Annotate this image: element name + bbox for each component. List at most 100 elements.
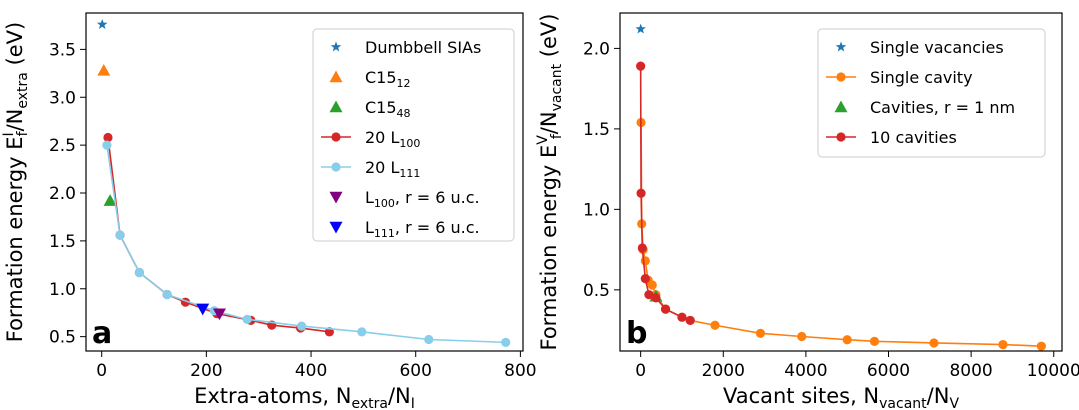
legend-label: 20 L111 <box>365 158 420 180</box>
series-c15_12 <box>97 63 111 76</box>
data-point-single_vac <box>635 23 646 34</box>
data-point-single_cavity <box>755 328 766 338</box>
data-point-l111 <box>357 327 367 337</box>
data-point-single_cavity <box>929 338 939 348</box>
series-c15_48 <box>103 194 117 206</box>
legend-entry-l111_r6: L111, r = 6 u.c. <box>329 218 480 240</box>
y-tick-label: 1.5 <box>583 120 610 140</box>
legend-entry-single_cavity: Single cavity <box>826 68 973 87</box>
plot-area-frame <box>85 12 524 352</box>
x-tick-label: 10000 <box>1027 361 1079 381</box>
plot-area-frame <box>619 12 1063 352</box>
chart-panel-a: 0 200 400 600 800 0.5 1.0 1.5 2.0 2.5 3.0 3.5 Dumbbe… <box>1 12 537 410</box>
legend-entry-c15_48: C1548 <box>329 98 411 120</box>
y-tick-label: 0.5 <box>49 328 76 348</box>
x-tick-label: 0 <box>635 361 646 381</box>
legend-entry-cavities_r1: Cavities, r = 1 nm <box>834 98 1015 117</box>
legend-marker <box>329 100 343 113</box>
legend-box <box>312 28 515 242</box>
series-l100 <box>103 132 334 337</box>
legend-entry-c15_12: C1512 <box>329 68 411 90</box>
series-line-l111 <box>106 145 506 344</box>
legend: Single vacancies Single cavity Cavities, r… <box>817 28 1046 158</box>
chart-panel-b: 0 2000 4000 6000 8000 10000 0.5 1.0 1.5 2.0 Single… <box>535 12 1079 410</box>
series-single_vac <box>635 23 646 34</box>
x-tick-label: 6000 <box>867 361 910 381</box>
data-point-l111 <box>115 230 125 240</box>
data-point-single_cavity <box>869 336 880 346</box>
legend-label: L111, r = 6 u.c. <box>365 218 480 240</box>
data-point-l111 <box>297 321 307 331</box>
x-axis-title: Extra-atoms, Nextra/NI <box>194 384 415 410</box>
legend-marker <box>329 191 343 204</box>
data-point-single_cavity <box>797 331 807 342</box>
legend-entry-ten_cavities: 10 cavities <box>826 128 957 147</box>
data-point-single_cavity <box>647 280 657 290</box>
data-point-l100 <box>103 132 113 143</box>
series-l100_r6 <box>212 308 226 321</box>
data-point-l111 <box>102 140 112 150</box>
legend-label: Dumbbell SIAs <box>365 38 481 57</box>
data-point-l111 <box>242 314 252 325</box>
legend-label: L100, r = 6 u.c. <box>365 188 480 210</box>
data-point-single_cavity <box>998 339 1008 350</box>
x-tick-label: 600 <box>399 361 431 381</box>
y-tick-label: 1.0 <box>49 280 76 300</box>
legend-marker <box>329 70 343 83</box>
data-point-c15_12 <box>97 63 111 76</box>
legend-label: Single cavity <box>870 68 973 87</box>
legend-marker <box>835 41 847 52</box>
legend-entry-single_vac: Single vacancies <box>835 38 1004 57</box>
legend-marker <box>834 100 848 113</box>
x-tick-label: 400 <box>295 361 327 381</box>
legend-marker <box>836 72 846 82</box>
legend-label: 10 cavities <box>870 128 957 147</box>
data-point-l111 <box>162 289 172 300</box>
data-point-ten_cavities <box>640 273 650 284</box>
data-point-single_cavity <box>842 335 852 345</box>
y-tick-label: 1.5 <box>49 232 76 252</box>
legend-box <box>817 28 1046 158</box>
x-tick-label: 4000 <box>784 361 827 381</box>
y-tick-label: 2.0 <box>583 39 610 59</box>
legend: Dumbbell SIAs C1512 C1548 20 L100 20 L111 L10… <box>312 28 515 242</box>
data-point-ten_cavities <box>644 290 654 300</box>
series-ten_cavities <box>636 61 695 326</box>
legend-label: Single vacancies <box>870 38 1004 57</box>
series-dumbbell <box>96 18 108 29</box>
y-tick-label: 2.0 <box>49 184 76 204</box>
panel-letter: b <box>626 316 647 351</box>
legend-label: Cavities, r = 1 nm <box>870 98 1015 117</box>
data-point-ten_cavities <box>636 61 646 71</box>
data-point-single_cavity <box>1036 341 1046 351</box>
data-point-single_cavity <box>710 320 720 330</box>
data-point-l111 <box>501 337 511 347</box>
x-tick-label: 2000 <box>702 361 745 381</box>
legend-marker <box>330 41 342 52</box>
data-point-single_cavity <box>640 256 650 266</box>
data-point-ten_cavities <box>677 312 687 322</box>
legend-label: 20 L100 <box>365 128 420 150</box>
x-tick-label: 800 <box>504 361 536 381</box>
legend-marker <box>836 132 846 142</box>
y-axis-title: Formation energy EIf/Nextra (eV) <box>1 22 31 343</box>
series-line-l100 <box>107 137 330 333</box>
x-tick-label: 0 <box>96 361 107 381</box>
x-axis-title: Vacant sites, Nvacant/NV <box>723 384 959 410</box>
legend-marker <box>331 132 341 142</box>
data-point-ten_cavities <box>685 315 695 326</box>
legend-marker <box>331 162 341 172</box>
data-point-ten_cavities <box>651 293 661 303</box>
y-axis-title: Formation energy EVf/Nvacant (eV) <box>535 14 565 351</box>
data-point-l100_r6 <box>212 308 226 321</box>
data-point-ten_cavities <box>636 188 646 198</box>
legend-marker <box>329 221 343 234</box>
data-point-dumbbell <box>96 18 108 29</box>
data-point-l111 <box>424 334 434 345</box>
legend-label: C1548 <box>365 98 411 120</box>
x-tick-label: 200 <box>190 361 222 381</box>
data-point-ten_cavities <box>637 243 647 253</box>
x-tick-label: 8000 <box>949 361 992 381</box>
data-point-l111_r6 <box>196 303 210 316</box>
